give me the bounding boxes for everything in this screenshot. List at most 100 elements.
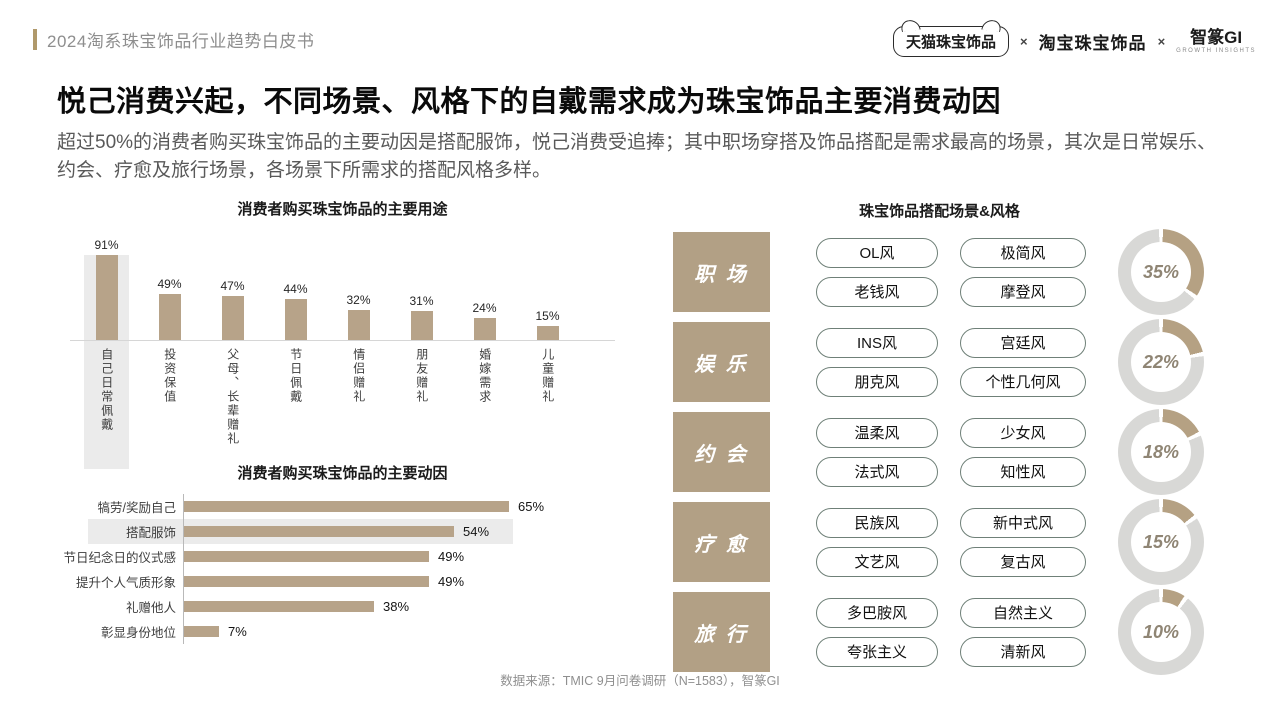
hbar-row: 犒劳/奖励自己 65% [70,494,615,519]
bar-column: 15% [516,227,579,340]
bar-value-label: 15% [535,309,560,323]
bar-category-cell: 投资保值 [138,348,201,446]
scene-panel-title: 珠宝饰品搭配场景&风格 [859,203,1020,220]
donut-value-label: 10% [1142,621,1180,642]
scene-row: 旅 行 多巴胺风 自然主义 夸张主义 清新风 10% [673,587,1206,677]
hbar-track: 54% [183,519,615,544]
style-pill: 民族风 [816,507,938,538]
donut-chart: 15% [1118,499,1204,585]
bar-category-label: 节日佩戴 [288,348,303,404]
bar-value-label: 47% [220,279,245,294]
scene-row: 娱 乐 INS风 宫廷风 朋克风 个性几何风 22% [673,317,1206,407]
hbar-row: 提升个人气质形象 49% [70,569,615,594]
scene-row: 约 会 温柔风 少女风 法式风 知性风 18% [673,407,1206,497]
multiply-separator-icon: × [1157,34,1166,49]
bar [410,311,433,340]
bar-category-label: 婚嫁需求 [477,348,492,404]
style-pill: 摩登风 [960,276,1086,307]
bar-category-label: 儿童赠礼 [540,348,555,404]
scene-label: 娱 乐 [694,353,749,376]
usage-bar-chart: 消费者购买珠宝饰品的主要用途 91% 49% 47% 44% 32% 31% 24% 15% … [70,198,615,469]
data-source-note: 数据来源：TMIC 9月问卷调研（N=1583），智篆GI [500,674,780,688]
bar-column: 31% [390,227,453,340]
bar-column: 91% [75,227,138,340]
scene-rows: 职 场 OL风 极简风 老钱风 摩登风 35% 娱 乐 INS风 宫廷风 朋克风 个性几何风 22% 约… [673,227,1206,677]
hbar-bar [184,601,374,612]
bar-category-cell: 朋友赠礼 [390,348,453,446]
donut-hole [1131,242,1191,302]
style-pill-group: 温柔风 少女风 法式风 知性风 [816,417,1086,487]
bar-column: 32% [327,227,390,340]
hbar-label: 礼赠他人 [125,601,176,615]
bar-category-label: 自己日常佩戴 [99,348,114,432]
style-pill: 多巴胺风 [816,597,938,628]
bar-column: 24% [453,227,516,340]
bar-category-cell: 父母、长辈赠礼 [201,348,264,446]
style-pill: 清新风 [960,636,1086,667]
style-pill: 夸张主义 [816,636,938,667]
style-pill: 个性几何风 [960,366,1086,397]
hbar-label: 节日纪念日的仪式感 [63,551,176,565]
style-pill: 自然主义 [960,597,1086,628]
hbar-label: 犒劳/奖励自己 [97,501,176,515]
bar [536,326,559,340]
bar-value-label: 24% [472,300,497,315]
hbar-bar [184,551,429,562]
style-pill: 少女风 [960,417,1086,448]
bar-category-label: 父母、长辈赠礼 [225,348,240,446]
zhizhuan-gi-logo: 智篆GI GROWTH INSIGHTS [1176,29,1256,54]
style-pill-group: INS风 宫廷风 朋克风 个性几何风 [816,327,1086,397]
hbar-value-label: 49% [438,549,465,564]
hbar-track: 49% [183,544,615,569]
style-pill: OL风 [816,237,938,268]
bar [473,317,496,340]
donut-chart: 18% [1118,409,1204,495]
hbar-track: 38% [183,594,615,619]
bar-column: 47% [201,227,264,340]
donut-hole [1131,512,1191,572]
bar-category-label: 情侣赠礼 [351,348,366,404]
donut-value-label: 15% [1142,531,1180,552]
zhizhuan-gi-subtext: GROWTH INSIGHTS [1176,48,1256,54]
hbar-row: 礼赠他人 38% [70,594,615,619]
hbar-track: 49% [183,569,615,594]
hbar-bar [184,626,219,637]
style-pill: 复古风 [960,546,1086,577]
bar-value-label: 31% [409,294,434,309]
style-pill-group: OL风 极简风 老钱风 摩登风 [816,237,1086,307]
donut-value-label: 18% [1142,441,1180,462]
scene-row: 职 场 OL风 极简风 老钱风 摩登风 35% [673,227,1206,317]
doc-title: 2024淘系珠宝饰品行业趋势白皮书 [47,32,315,51]
bar [221,296,244,340]
zhizhuan-gi-logo-text: 智篆GI [1190,28,1243,47]
scene-box: 约 会 [673,412,770,492]
taobao-jewelry-logo-text: 淘宝珠宝饰品 [1038,34,1147,53]
tmall-jewelry-logo-text: 天猫珠宝饰品 [905,34,996,51]
style-pill: 文艺风 [816,546,938,577]
bar [95,255,118,340]
scene-style-panel: 珠宝饰品搭配场景&风格 职 场 OL风 极简风 老钱风 摩登风 35% 娱 乐 INS风 宫廷风… [673,200,1206,677]
donut-hole [1131,422,1191,482]
tmall-cat-logo: 天猫珠宝饰品 [892,26,1009,57]
style-pill-group: 民族风 新中式风 文艺风 复古风 [816,507,1086,577]
bar-category-cell: 婚嫁需求 [453,348,516,446]
style-pill-group: 多巴胺风 自然主义 夸张主义 清新风 [816,597,1086,667]
header-bar: 2024淘系珠宝饰品行业趋势白皮书 [33,27,314,52]
usage-xlabels: 自己日常佩戴 投资保值 父母、长辈赠礼 节日佩戴 情侣赠礼 朋友赠礼 婚嫁需求 儿童赠礼 [70,348,615,446]
bar-category-cell: 儿童赠礼 [516,348,579,446]
motivation-chart-title: 消费者购买珠宝饰品的主要动因 [237,465,448,482]
bar [347,310,370,340]
bar-value-label: 91% [94,238,119,253]
style-pill: INS风 [816,327,938,358]
hbar-row: 彰显身份地位 7% [70,619,615,644]
style-pill: 法式风 [816,456,938,487]
page-title: 悦己消费兴起，不同场景、风格下的自戴需求成为珠宝饰品主要消费动因 [57,86,1002,118]
bar [284,299,307,340]
hbar-label: 彰显身份地位 [100,626,176,640]
bar-category-cell: 情侣赠礼 [327,348,390,446]
hbar-value-label: 7% [228,624,247,639]
motivation-bar-chart: 消费者购买珠宝饰品的主要动因 犒劳/奖励自己 65% 搭配服饰 54% 节日纪念日的仪式… [63,462,615,644]
hbar-track: 65% [183,494,615,519]
scene-label: 约 会 [694,443,749,466]
